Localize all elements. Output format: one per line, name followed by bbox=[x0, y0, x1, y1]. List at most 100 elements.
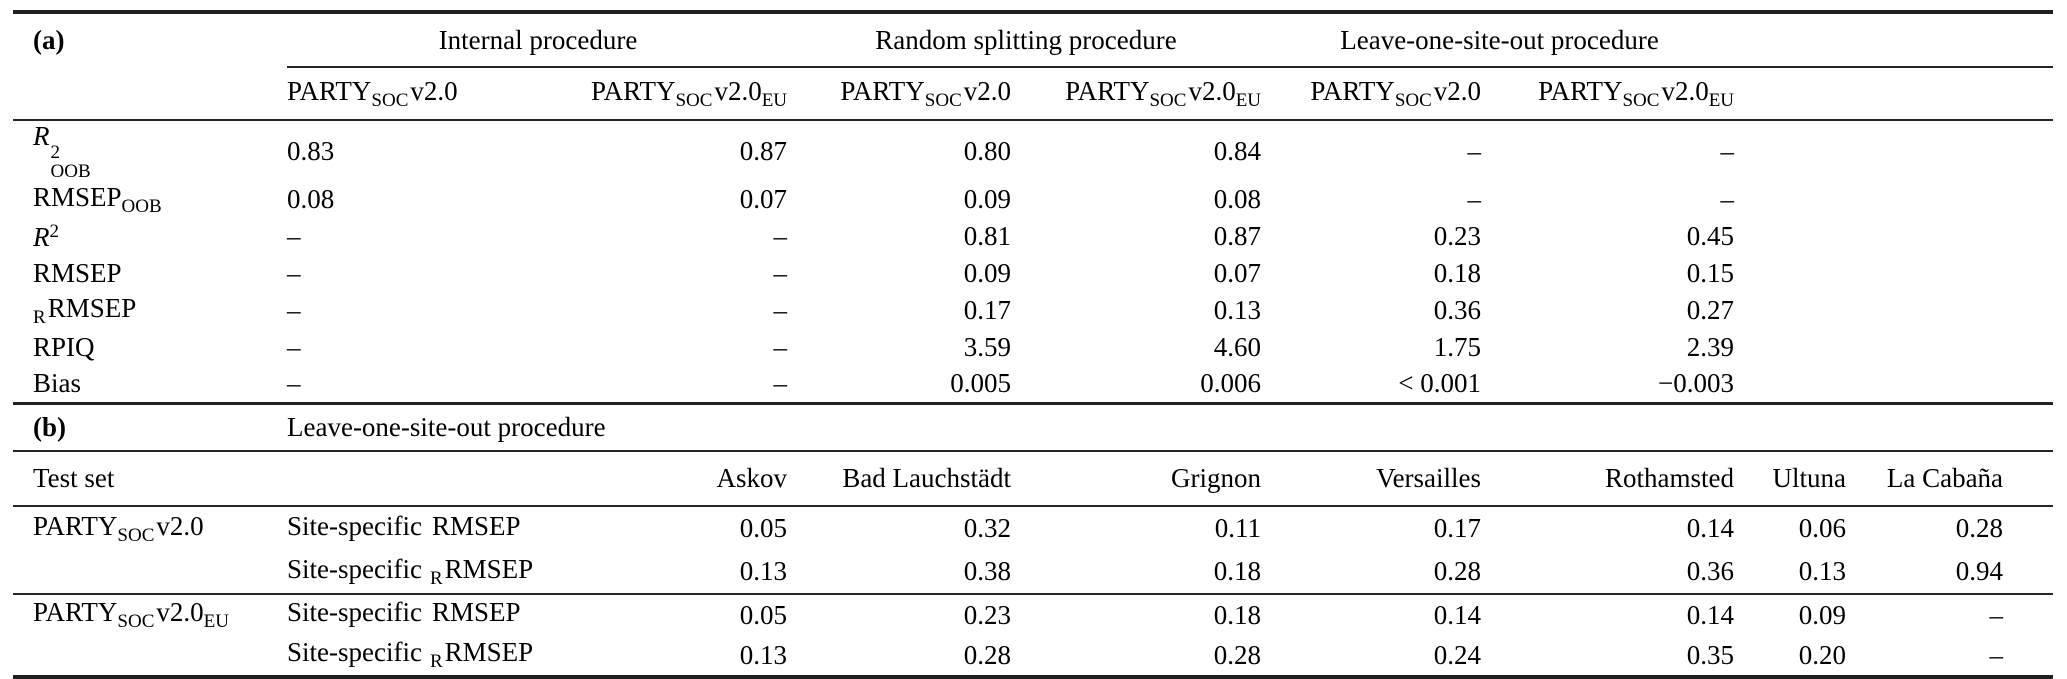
value-cell: 0.81 bbox=[963, 221, 1012, 251]
spacer-cell bbox=[1736, 329, 2053, 366]
model-header: PARTYSOCv2.0EU bbox=[540, 67, 790, 121]
site-header: Rothamsted bbox=[1483, 451, 1737, 507]
sup-sub-stack: 2 OOB bbox=[50, 142, 91, 182]
value-cell: 0.14 bbox=[1686, 513, 1735, 543]
model-header: PARTYSOCv2.0 bbox=[287, 67, 540, 121]
metric-label: Site-specific RMSEP bbox=[287, 597, 521, 627]
value-cell: 0.05 bbox=[739, 513, 788, 543]
value-cell: 0.13 bbox=[540, 635, 790, 679]
value-cell: 0.23 bbox=[1433, 221, 1482, 251]
part-a-marker: (a) bbox=[33, 25, 65, 55]
metric-label: RRMSEP bbox=[33, 292, 137, 328]
spacer-cell bbox=[1736, 12, 2054, 68]
value-cell: 0.09 bbox=[1798, 599, 1847, 630]
value-cell: < 0.001 bbox=[1263, 366, 1484, 405]
table-row: Site-specific RRMSEP 0.13 0.38 0.18 0.28 … bbox=[13, 550, 2054, 595]
value-cell: – bbox=[773, 295, 788, 325]
spacer-cell bbox=[13, 635, 287, 679]
table-row: RRMSEP – – 0.17 0.13 0.36 0.27 bbox=[13, 292, 2053, 329]
value-cell: – bbox=[773, 221, 788, 251]
value-cell: 0.11 bbox=[1214, 513, 1262, 543]
model-header-row: PARTYSOCv2.0 PARTYSOCv2.0EU PARTYSOCv2.0… bbox=[13, 67, 2054, 121]
value-cell: 0.45 bbox=[1686, 221, 1735, 251]
value-cell: 0.13 bbox=[540, 550, 790, 595]
value-cell: 0.09 bbox=[963, 184, 1012, 214]
value-cell: – bbox=[1467, 184, 1482, 214]
value-cell: 0.15 bbox=[1686, 258, 1735, 288]
value-cell: 0.28 bbox=[1955, 513, 2004, 543]
model-name: PARTYSOCv2.0 bbox=[287, 75, 458, 111]
table-row: R2 – – 0.81 0.87 0.23 0.45 bbox=[13, 218, 2053, 255]
value-cell: 1.75 bbox=[1433, 332, 1482, 362]
model-header: PARTYSOCv2.0 bbox=[789, 67, 1014, 121]
value-cell: 0.13 bbox=[1736, 550, 1849, 595]
spacer-cell bbox=[13, 67, 287, 121]
value-cell: 0.28 bbox=[789, 635, 1014, 679]
value-cell: 0.17 bbox=[963, 295, 1012, 325]
procedure-header-row: (a) Internal procedure Random splitting … bbox=[13, 12, 2054, 68]
table-row: PARTYSOCv2.0EU Site-specific RMSEP 0.05 0… bbox=[13, 594, 2053, 635]
value-cell: – bbox=[1467, 135, 1482, 166]
value-cell: – bbox=[287, 258, 301, 288]
value-cell: 0.36 bbox=[1433, 295, 1482, 325]
table-row: RPIQ – – 3.59 4.60 1.75 2.39 bbox=[13, 329, 2053, 366]
value-cell: 0.18 bbox=[1433, 258, 1482, 288]
metric-label: RMSEP bbox=[33, 258, 122, 288]
value-cell: 0.07 bbox=[739, 184, 788, 214]
section-title: Leave-one-site-out procedure bbox=[287, 403, 2054, 452]
value-cell: 0.24 bbox=[1263, 635, 1484, 679]
value-cell: 0.20 bbox=[1736, 635, 1849, 679]
value-cell: 2.39 bbox=[1686, 332, 1735, 362]
value-cell: – bbox=[773, 258, 788, 288]
model-name: PARTYSOCv2.0 bbox=[840, 75, 1012, 111]
value-cell: 0.06 bbox=[1798, 513, 1847, 543]
value-cell: 0.38 bbox=[789, 550, 1014, 595]
value-cell: 0.05 bbox=[739, 599, 788, 630]
model-name: PARTYSOCv2.0EU bbox=[33, 597, 229, 632]
model-name: PARTYSOCv2.0EU bbox=[591, 75, 788, 111]
model-header: PARTYSOCv2.0EU bbox=[1483, 67, 1737, 121]
metric-label: Site-specific RMSEP bbox=[287, 510, 521, 541]
procedure-group-header-loso: Leave-one-site-out procedure bbox=[1263, 12, 1737, 68]
value-cell: – bbox=[287, 366, 540, 405]
value-cell: 0.17 bbox=[1433, 513, 1482, 543]
model-name: PARTYSOCv2.0 bbox=[33, 510, 204, 546]
value-cell: 0.94 bbox=[1848, 550, 2054, 595]
site-header: Bad Lauchstädt bbox=[789, 451, 1014, 507]
value-cell: 0.80 bbox=[963, 135, 1012, 166]
value-cell: – bbox=[1720, 135, 1735, 166]
value-cell: 0.36 bbox=[1483, 550, 1737, 595]
site-header: Grignon bbox=[1013, 451, 1264, 507]
value-cell: 0.18 bbox=[1213, 599, 1262, 630]
results-table: (a) Internal procedure Random splitting … bbox=[13, 10, 2054, 679]
value-cell: – bbox=[287, 295, 301, 325]
model-header: PARTYSOCv2.0EU bbox=[1013, 67, 1264, 121]
metric-label: Site-specific RRMSEP bbox=[287, 550, 540, 595]
value-cell: 0.14 bbox=[1686, 599, 1735, 630]
site-header: La Cabaña bbox=[1848, 451, 2054, 507]
value-cell: 0.18 bbox=[1013, 550, 1264, 595]
value-cell: −0.003 bbox=[1483, 366, 1737, 405]
table-row: Bias – – 0.005 0.006 < 0.001 −0.003 bbox=[13, 366, 2054, 405]
metric-label: Site-specific RRMSEP bbox=[287, 635, 540, 679]
value-cell: 0.13 bbox=[1213, 295, 1262, 325]
spacer-cell bbox=[1736, 218, 2053, 255]
value-cell: 0.87 bbox=[739, 135, 788, 166]
model-row-label: PARTYSOCv2.0EU bbox=[13, 594, 287, 635]
spacer-cell bbox=[287, 451, 540, 507]
value-cell: 0.84 bbox=[1213, 135, 1262, 166]
site-header: Versailles bbox=[1263, 451, 1484, 507]
model-name: PARTYSOCv2.0 bbox=[1310, 75, 1482, 111]
spacer-cell bbox=[1736, 255, 2053, 292]
value-cell: 0.35 bbox=[1483, 635, 1737, 679]
model-row-label: PARTYSOCv2.0 bbox=[13, 506, 287, 550]
model-header: PARTYSOCv2.0 bbox=[1263, 67, 1484, 121]
value-cell: – bbox=[1989, 599, 2004, 630]
value-cell: – bbox=[1848, 635, 2054, 679]
value-cell: 0.08 bbox=[1213, 184, 1262, 214]
spacer-cell bbox=[1736, 67, 2054, 121]
site-header: Askov bbox=[540, 451, 790, 507]
site-header: Ultuna bbox=[1736, 451, 1849, 507]
value-cell: – bbox=[287, 332, 301, 362]
